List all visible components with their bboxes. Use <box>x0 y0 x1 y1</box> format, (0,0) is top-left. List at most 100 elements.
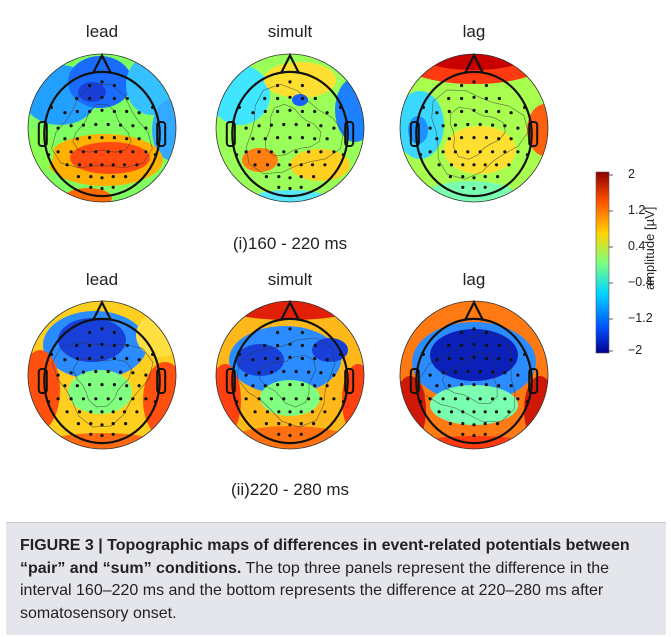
electrode-dot <box>472 355 476 359</box>
electrode-dot <box>484 343 488 348</box>
electrode-dot <box>437 163 441 167</box>
electrode-dot <box>100 423 104 427</box>
electrode-dot <box>265 410 270 414</box>
electrode-dot <box>484 96 488 101</box>
right-ear-marker <box>528 121 539 147</box>
electrode-dot <box>441 371 445 375</box>
electrode-dot <box>332 150 336 154</box>
colorbar-tick-label: −2 <box>628 343 643 357</box>
electrode-dot <box>516 126 520 130</box>
electrode-dot <box>449 410 454 414</box>
electrode-dot <box>131 371 135 375</box>
electrode-dot <box>49 105 54 109</box>
electrode-dot <box>276 383 280 387</box>
electrode-dot <box>75 109 79 114</box>
electrode-dot <box>124 175 128 179</box>
electrode-dot <box>151 105 155 109</box>
electrode-dot <box>276 356 280 361</box>
electrode-dot <box>69 124 73 128</box>
electrode-dot <box>325 358 329 362</box>
electrode-dot <box>112 109 116 114</box>
left-ear-marker <box>225 368 236 394</box>
electrode-dot <box>100 108 104 112</box>
electrode-dot <box>119 123 123 127</box>
electrode-dot <box>94 122 98 127</box>
topographic-maps <box>27 53 613 450</box>
electrode-dot <box>441 397 445 401</box>
electrode-dot <box>112 330 116 335</box>
nose-marker <box>280 53 300 74</box>
electrode-dot <box>49 352 54 356</box>
electrode-dot <box>77 163 82 167</box>
electrode-dot <box>313 96 317 101</box>
contour-line <box>431 89 529 180</box>
contour-line <box>246 83 344 175</box>
electrode-dot <box>81 397 85 401</box>
head-outline-3 <box>409 53 539 198</box>
electrode-dot <box>263 96 267 101</box>
electrode-dot <box>299 185 303 189</box>
electrode-dot <box>106 369 110 374</box>
electrode-dot <box>453 150 457 154</box>
left-ear-marker <box>37 121 48 147</box>
electrode-dot <box>428 397 432 401</box>
electrode-dot <box>466 122 470 127</box>
electrode-dot <box>448 422 452 426</box>
head-outline <box>231 317 349 445</box>
electrode-dot <box>257 150 261 154</box>
electrode-dot <box>472 342 476 346</box>
electrode-dot <box>472 433 476 438</box>
left-ear-marker <box>409 121 420 147</box>
electrode-dot <box>483 175 487 179</box>
electrode-dot <box>339 352 343 356</box>
electrode-dot <box>460 383 464 387</box>
electrode-dot <box>428 373 432 377</box>
electrode-dot <box>447 384 451 388</box>
electrode-dot <box>435 111 439 115</box>
electrode-dot <box>131 150 135 154</box>
electrode-dot <box>509 111 513 115</box>
electrode-dot <box>453 370 457 374</box>
electrode-dot <box>332 373 336 377</box>
right-ear-marker <box>344 121 355 147</box>
panel-title-row2-simult: simult <box>267 270 313 289</box>
electrode-dot <box>100 342 104 346</box>
electrode-dot <box>483 185 487 189</box>
electrode-dot <box>497 137 501 141</box>
electrode-dot <box>300 383 304 387</box>
electrode-dot <box>288 136 292 140</box>
electrode-dot <box>244 150 248 154</box>
electrode-dot <box>263 343 267 348</box>
electrode-dot <box>509 137 513 141</box>
head-outline-4 <box>37 300 167 445</box>
electrode-dot <box>491 150 495 154</box>
electrode-dot <box>153 400 157 404</box>
electrode-dot <box>265 163 270 167</box>
electrode-dot <box>483 432 487 436</box>
electrode-dot <box>484 330 488 335</box>
electrode-dot <box>319 397 323 401</box>
electrode-dot <box>288 108 292 112</box>
electrode-dot <box>269 370 273 374</box>
electrode-dot <box>310 410 315 414</box>
electrode-dot <box>264 422 268 426</box>
electrode-dot <box>257 124 261 128</box>
left-ear-marker <box>225 121 236 147</box>
electrode-dot <box>319 371 323 375</box>
electrode-dot <box>235 153 239 157</box>
electrode-dot <box>144 397 148 401</box>
electrode-dot <box>497 356 501 361</box>
electrode-dot <box>484 83 488 88</box>
electrode-dot <box>307 150 311 154</box>
electrode-dot <box>325 384 329 388</box>
electrode-dot <box>257 371 261 375</box>
electrode-dot <box>325 137 329 141</box>
colorbar-tick-label: 1.2 <box>628 203 646 217</box>
electrode-dot <box>112 356 116 361</box>
interval-label-row1: (i)160 - 220 ms <box>232 234 348 253</box>
nose-marker <box>92 53 112 74</box>
electrode-dot <box>100 163 104 167</box>
caption-title: FIGURE 3 | Topographic maps of differenc… <box>20 537 630 577</box>
electrode-dot <box>269 123 273 127</box>
contour-line <box>236 337 336 428</box>
